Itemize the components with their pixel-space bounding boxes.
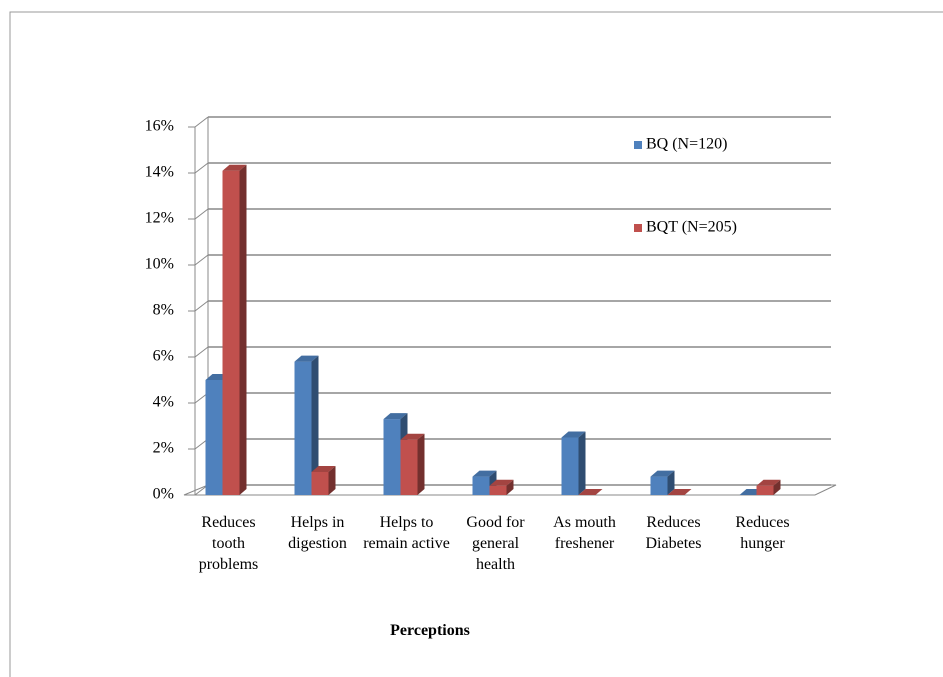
x-tick-label: Reduces Diabetes xyxy=(645,514,702,552)
y-tick-label: 6% xyxy=(153,348,174,365)
bar xyxy=(311,466,336,495)
grid-diag xyxy=(194,162,209,174)
y-tick-label: 14% xyxy=(145,164,174,181)
grid-diag xyxy=(194,300,209,312)
bar xyxy=(294,355,319,495)
x-axis-title: Perceptions xyxy=(390,622,470,639)
x-tick-label: Reduces tooth problems xyxy=(198,514,259,573)
y-tick-label: 10% xyxy=(145,256,174,273)
bar xyxy=(489,479,514,495)
legend-label: BQT (N=205) xyxy=(646,219,737,236)
bar xyxy=(578,489,603,495)
grid-diag xyxy=(194,208,209,220)
legend-swatch xyxy=(634,224,642,232)
y-tick-label: 4% xyxy=(153,394,174,411)
bar xyxy=(222,164,247,495)
bar xyxy=(561,431,586,495)
bar xyxy=(667,489,692,495)
bar xyxy=(756,479,781,495)
y-tick-label: 8% xyxy=(153,302,174,319)
y-tick-label: 12% xyxy=(145,210,174,227)
legend-swatch xyxy=(634,141,642,149)
x-tick-label: Good for general health xyxy=(466,514,525,573)
x-tick-label: As mouth freshener xyxy=(553,514,616,552)
y-tick-label: 2% xyxy=(153,440,174,457)
grid-diag xyxy=(194,254,209,266)
floor xyxy=(183,484,837,496)
grid-diag xyxy=(194,346,209,358)
x-tick-label: Helps to remain active xyxy=(363,514,450,552)
bar xyxy=(650,470,675,495)
chart-border xyxy=(9,11,943,677)
y-tick-label: 0% xyxy=(153,486,174,503)
legend-label: BQ (N=120) xyxy=(646,136,727,153)
x-tick-label: Reduces hunger xyxy=(735,514,790,552)
y-tick-label: 16% xyxy=(145,118,174,135)
x-tick-label: Helps in digestion xyxy=(288,514,347,552)
bar xyxy=(400,433,425,495)
grid-diag xyxy=(194,116,209,128)
